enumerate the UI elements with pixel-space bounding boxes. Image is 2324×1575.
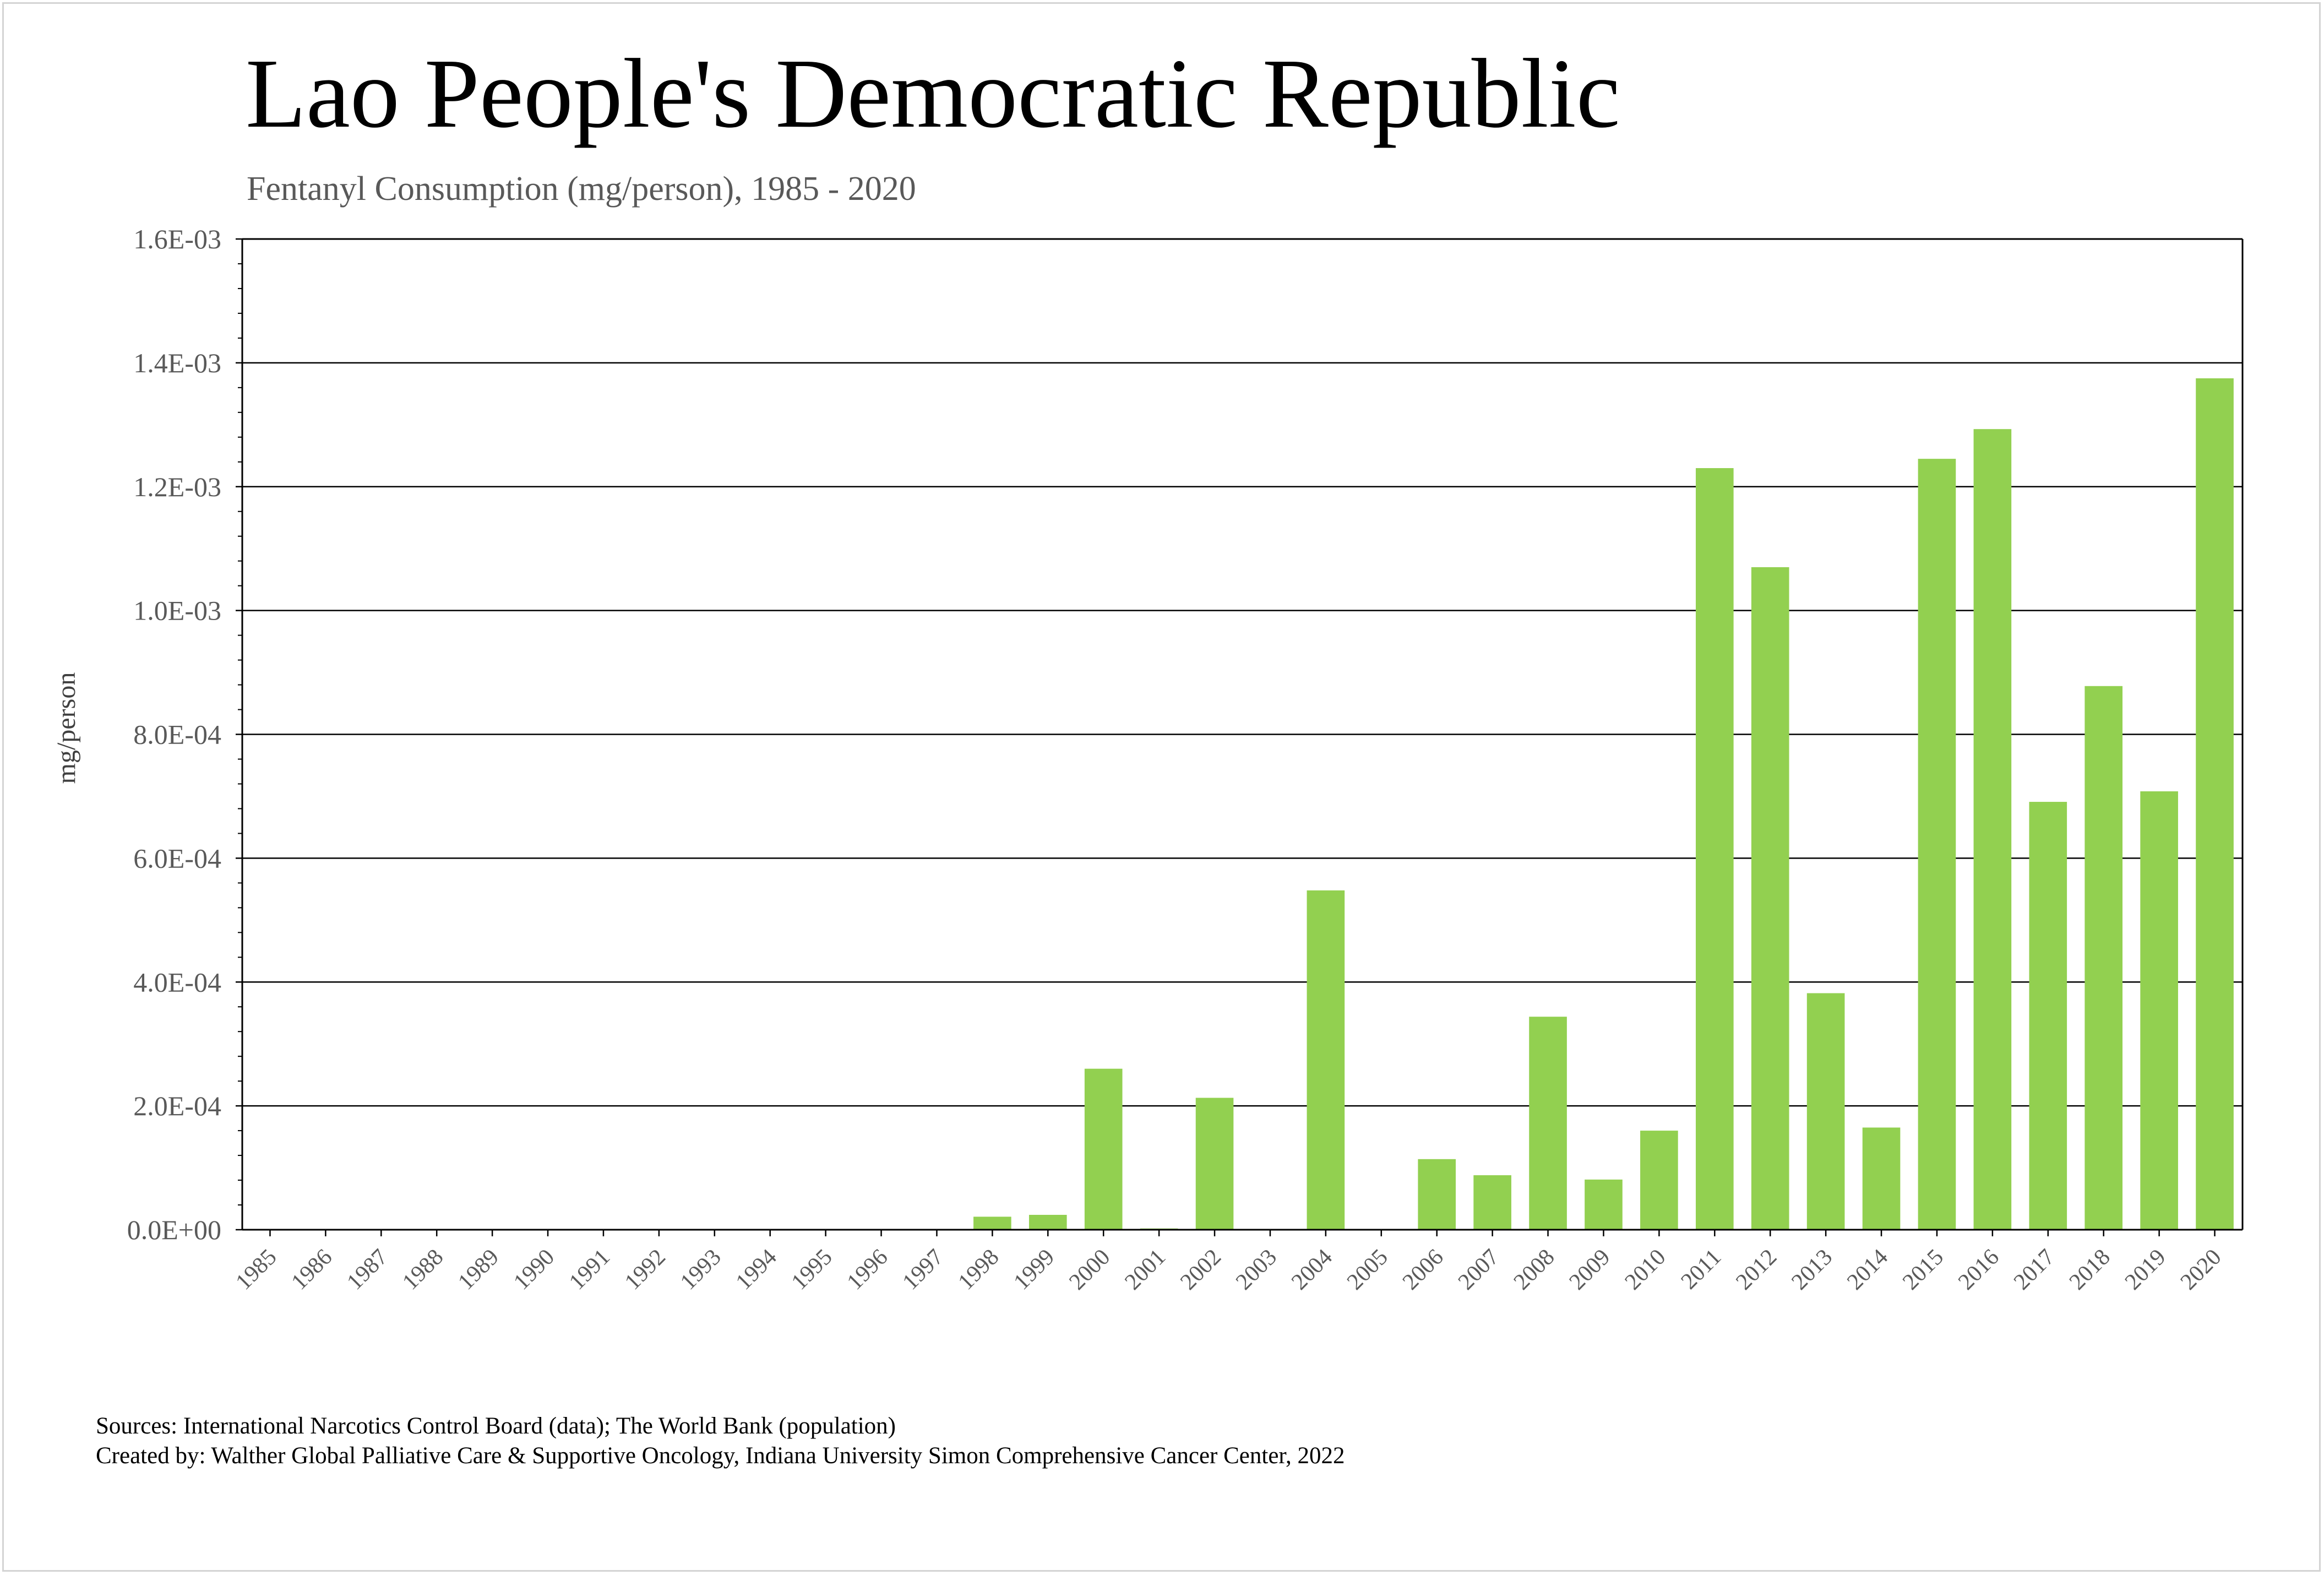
x-tick-label: 2017 [2009, 1245, 2060, 1295]
y-tick-label: 0.0E+00 [127, 1214, 221, 1245]
x-tick-label: 2019 [2120, 1245, 2171, 1295]
x-tick-label: 2002 [1175, 1245, 1226, 1295]
bar-2016 [1973, 429, 2012, 1230]
x-tick-label: 2020 [2176, 1245, 2227, 1295]
x-tick-label: 2006 [1398, 1245, 1449, 1295]
y-tick-label: 1.4E-03 [133, 347, 221, 378]
y-tick-label: 1.2E-03 [133, 471, 221, 502]
bar-2013 [1806, 993, 1845, 1230]
x-tick-label: 2008 [1509, 1245, 1560, 1295]
x-tick-label: 1991 [564, 1245, 615, 1295]
bar-2006 [1418, 1159, 1456, 1230]
x-tick-label: 1996 [842, 1245, 893, 1295]
y-tick-labels: 0.0E+00 2.0E-04 4.0E-04 6.0E-04 8.0E-04 1.0E-… [127, 224, 221, 1245]
bar-2007 [1473, 1175, 1511, 1230]
x-tick-label: 1994 [731, 1245, 782, 1295]
y-axis-label: mg/person [52, 672, 81, 784]
x-tick-label: 1995 [787, 1245, 837, 1295]
bar-2014 [1862, 1127, 1901, 1230]
x-tick-label: 2001 [1120, 1245, 1171, 1295]
bar-2002 [1195, 1098, 1234, 1230]
x-tick-label: 2010 [1620, 1245, 1671, 1295]
y-tick-label: 8.0E-04 [133, 719, 221, 750]
bar-1998 [973, 1216, 1011, 1230]
x-tick-label: 2009 [1565, 1245, 1615, 1295]
bar-2015 [1918, 459, 1956, 1230]
axes [236, 238, 2244, 1236]
bar-1999 [1028, 1215, 1067, 1230]
x-tick-label: 1988 [398, 1245, 448, 1295]
x-tick-labels: 1985 1986 1987 1988 1989 1990 1991 1992 1993 1994… [231, 1245, 2227, 1295]
x-tick-label: 2015 [1898, 1245, 1949, 1295]
x-tick-label: 2016 [1953, 1245, 2004, 1295]
x-tick-label: 1992 [620, 1245, 671, 1295]
x-tick-label: 1999 [1009, 1245, 1059, 1295]
chart-title: Lao People's Democratic Republic [246, 39, 1620, 148]
x-tick-label: 1993 [676, 1245, 726, 1295]
bar-2004 [1307, 890, 1345, 1230]
x-tick-label: 2005 [1342, 1245, 1393, 1295]
x-tick-label: 2000 [1064, 1245, 1115, 1295]
bar-2010 [1640, 1131, 1678, 1230]
bar-2019 [2140, 791, 2178, 1230]
bar-2000 [1084, 1068, 1123, 1230]
bar-2018 [2084, 686, 2123, 1230]
x-tick-label: 1986 [287, 1245, 338, 1295]
bar-2020 [2196, 378, 2234, 1230]
x-tick-label: 1990 [509, 1245, 559, 1295]
x-tick-label: 1997 [898, 1245, 949, 1295]
x-tick-label: 2007 [1454, 1245, 1504, 1295]
y-tick-label: 6.0E-04 [133, 843, 221, 873]
bars [973, 378, 2234, 1230]
sources-note: Sources: International Narcotics Control… [96, 1413, 896, 1439]
x-tick-label: 2014 [1842, 1245, 1893, 1295]
y-tick-label: 1.6E-03 [133, 224, 221, 254]
y-tick-label: 1.0E-03 [133, 595, 221, 626]
bar-2011 [1695, 468, 1734, 1230]
x-tick-label: 2012 [1731, 1245, 1782, 1295]
gridlines [242, 238, 2243, 1107]
x-tick-label: 1998 [954, 1245, 1004, 1295]
x-tick-label: 2018 [2065, 1245, 2115, 1295]
chart-subtitle: Fentanyl Consumption (mg/person), 1985 -… [247, 170, 916, 208]
x-tick-label: 1987 [342, 1245, 393, 1295]
bar-2017 [2029, 802, 2067, 1230]
y-tick-label: 4.0E-04 [133, 966, 221, 997]
bar-2008 [1529, 1017, 1567, 1230]
x-tick-label: 1985 [231, 1245, 282, 1295]
x-tick-label: 2003 [1231, 1245, 1282, 1295]
x-tick-label: 2011 [1677, 1245, 1727, 1295]
x-tick-label: 2004 [1287, 1245, 1337, 1295]
bar-2012 [1751, 567, 1789, 1230]
created-by-note: Created by: Walther Global Palliative Ca… [96, 1443, 1345, 1469]
y-tick-label: 2.0E-04 [133, 1090, 221, 1121]
x-tick-label: 2013 [1787, 1245, 1837, 1295]
x-tick-label: 1989 [453, 1245, 504, 1295]
bar-2009 [1585, 1179, 1623, 1230]
